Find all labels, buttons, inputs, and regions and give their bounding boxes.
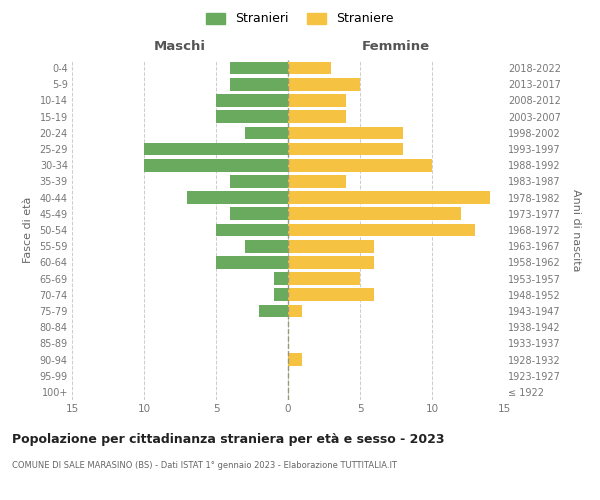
Bar (245, 126, 288, 139)
Bar (288, 224, 475, 236)
Y-axis label: Fasce di età: Fasce di età (23, 197, 32, 263)
Bar (288, 353, 302, 366)
Text: Popolazione per cittadinanza straniera per età e sesso - 2023: Popolazione per cittadinanza straniera p… (12, 432, 445, 446)
Text: Femmine: Femmine (362, 40, 430, 52)
Legend: Stranieri, Straniere: Stranieri, Straniere (203, 8, 397, 29)
Bar (288, 94, 346, 107)
Bar (230, 62, 288, 74)
Text: COMUNE DI SALE MARASINO (BS) - Dati ISTAT 1° gennaio 2023 - Elaborazione TUTTITA: COMUNE DI SALE MARASINO (BS) - Dati ISTA… (12, 460, 397, 469)
Bar (144, 159, 288, 172)
Bar (216, 224, 288, 236)
Bar (288, 304, 302, 318)
Bar (216, 94, 288, 107)
Bar (288, 192, 490, 204)
Bar (288, 175, 346, 188)
Bar (230, 208, 288, 220)
Bar (259, 304, 288, 318)
Text: Maschi: Maschi (154, 40, 206, 52)
Y-axis label: Anni di nascita: Anni di nascita (571, 188, 581, 271)
Bar (288, 78, 360, 90)
Bar (288, 288, 374, 301)
Bar (230, 78, 288, 90)
Bar (288, 256, 374, 268)
Bar (230, 175, 288, 188)
Bar (274, 272, 288, 285)
Bar (245, 240, 288, 252)
Bar (288, 126, 403, 139)
Bar (288, 62, 331, 74)
Bar (288, 159, 432, 172)
Bar (216, 110, 288, 123)
Bar (288, 208, 461, 220)
Bar (288, 142, 403, 156)
Bar (288, 272, 360, 285)
Bar (187, 192, 288, 204)
Bar (216, 256, 288, 268)
Bar (288, 240, 374, 252)
Bar (144, 142, 288, 156)
Bar (274, 288, 288, 301)
Bar (288, 110, 346, 123)
